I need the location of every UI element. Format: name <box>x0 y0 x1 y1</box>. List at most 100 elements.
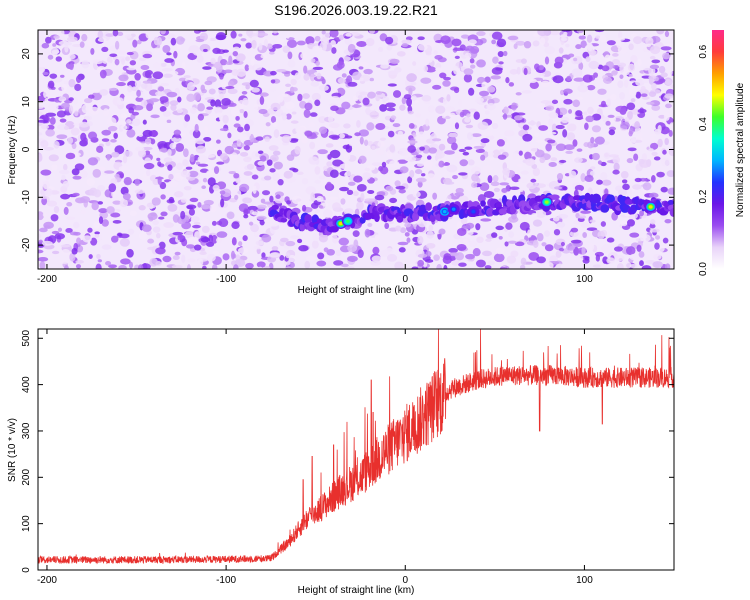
spectrogram-cell <box>397 159 408 164</box>
spectrogram-cell <box>97 185 106 192</box>
spectrogram-cell <box>82 137 88 145</box>
spectrogram-cell <box>222 49 229 53</box>
spectrogram-cell <box>236 68 247 77</box>
spectrogram-cell <box>240 151 249 157</box>
spectrogram-cell <box>405 36 413 41</box>
spectrogram-cell <box>230 152 238 161</box>
spectrogram-cell <box>326 248 335 256</box>
spectrogram-cell <box>513 43 518 50</box>
spectrogram-cell <box>565 150 574 155</box>
spectrogram-cell <box>386 254 398 262</box>
spectrogram-cell <box>464 230 474 236</box>
spectrogram-cell <box>116 120 127 126</box>
spectrogram-cell <box>270 70 277 76</box>
spectrogram-cell <box>337 77 346 84</box>
spectrogram-cell <box>468 87 475 96</box>
spectrogram-cell <box>111 235 119 243</box>
spectrogram-cell <box>588 60 600 70</box>
spectrogram-cell <box>159 181 167 190</box>
spectrogram-cell <box>101 138 110 142</box>
spectrogram-cell <box>392 123 401 128</box>
spectrogram-cell <box>474 97 484 103</box>
spectrogram-cell <box>386 107 396 112</box>
spectrogram-cell <box>219 128 229 132</box>
spectrogram-cell <box>215 112 223 117</box>
spectrogram-cell <box>496 38 507 48</box>
spectrogram-cell <box>250 58 255 66</box>
spectrogram-cell <box>132 118 141 127</box>
spectrogram-cell <box>261 252 266 259</box>
spectrogram-cell <box>277 178 284 186</box>
spectrogram-cell <box>40 124 50 130</box>
spectrogram-cell <box>202 265 207 269</box>
y-tick-label: 200 <box>21 469 32 486</box>
spectrogram-cell <box>210 99 216 107</box>
spectrogram-cell <box>125 56 131 62</box>
spectrogram-cell <box>503 106 509 115</box>
spectrogram-cell <box>106 62 112 68</box>
spectrogram-cell <box>656 171 665 178</box>
spectrogram-cell <box>649 45 661 55</box>
spectrogram-cell <box>562 186 568 191</box>
spectrogram-cell <box>323 209 333 218</box>
spectrogram-cell <box>471 166 482 175</box>
spectrogram-cell <box>497 154 507 160</box>
spectrogram-cell <box>490 181 500 187</box>
spectrogram-cell <box>202 177 208 183</box>
spectrogram-cell <box>463 73 473 83</box>
x-tick-label: 0 <box>402 575 408 586</box>
spectrogram-x-axis: -200 -100 0 100 <box>37 30 593 285</box>
spectrogram-cell <box>649 228 660 233</box>
spectrogram-cell <box>188 170 199 178</box>
spectrogram-cell <box>443 264 448 269</box>
spectrogram-ridge-cell <box>425 202 432 211</box>
spectrogram-cell <box>230 30 237 39</box>
spectrogram-cell <box>547 219 553 229</box>
spectrogram-cell <box>227 132 232 139</box>
spectrogram-cell <box>206 106 214 110</box>
spectrogram-cell <box>616 263 624 269</box>
spectrogram-cell <box>596 179 603 185</box>
spectrogram-cell <box>617 80 624 89</box>
snr-x-axis: -200 -100 0 100 <box>37 329 593 586</box>
spectrogram-cell <box>451 142 458 151</box>
spectrogram-cell <box>172 255 180 261</box>
spectrogram-cell <box>357 95 363 99</box>
spectrogram-cell <box>257 161 265 166</box>
spectrogram-cell <box>314 99 321 107</box>
spectrogram-cell <box>329 169 339 179</box>
spectrogram-cell <box>296 40 306 46</box>
spectrogram-cell <box>180 198 187 203</box>
spectrogram-cell <box>38 257 49 262</box>
spectrogram-cell <box>530 178 537 183</box>
spectrogram-cell <box>120 186 129 196</box>
y-tick-label: -20 <box>21 237 32 252</box>
spectrogram-cell <box>234 194 239 200</box>
spectrogram-cell <box>470 64 476 69</box>
spectrogram-cell <box>519 187 524 192</box>
spectrogram-cell <box>487 151 494 157</box>
spectrogram-cell <box>168 196 175 203</box>
spectrogram-cell <box>134 72 141 81</box>
spectrogram-ridge-cell <box>329 225 339 233</box>
spectrogram-cell <box>455 152 463 159</box>
spectrogram-cell <box>398 188 406 194</box>
spectrogram-cell <box>228 102 237 107</box>
spectrogram-cell <box>657 138 663 148</box>
spectrogram-cell <box>375 91 383 95</box>
spectrogram-cell <box>468 108 477 113</box>
spectrogram-cell <box>358 155 367 164</box>
spectrogram-cell <box>157 176 162 186</box>
spectrogram-cell <box>630 137 636 144</box>
spectrogram-cell <box>170 37 177 46</box>
spectrogram-cell <box>289 262 295 269</box>
spectrogram-cell <box>287 59 296 68</box>
spectrogram-cell <box>180 210 186 220</box>
spectrogram-cell <box>235 53 246 62</box>
spectrogram-cell <box>357 249 364 258</box>
spectrogram-cell <box>641 79 650 84</box>
spectrogram-cell <box>45 36 52 44</box>
spectrogram-cell <box>426 230 434 239</box>
x-tick-label: 0 <box>402 274 408 285</box>
